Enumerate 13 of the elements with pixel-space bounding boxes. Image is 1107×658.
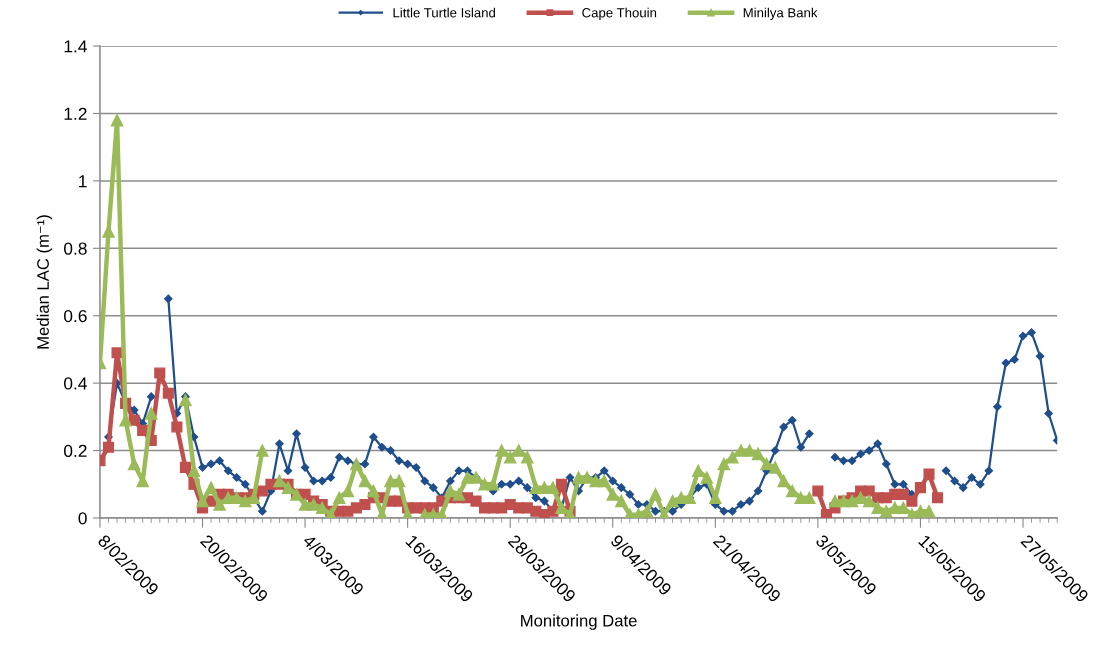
y-tick-label: 0.6 [64,309,87,323]
y-tick-label: 0.8 [64,242,87,255]
y-tick-label: 0 [78,512,87,525]
y-tick-label: 1.4 [64,40,87,53]
y-tick-label: 0.4 [64,377,87,390]
legend-label: Cape Thouin [582,7,657,21]
legend-label: Little Turtle Island [393,7,495,18]
y-tick-label: 0.2 [64,444,87,458]
x-axis-title: Monitoring Date [521,614,637,630]
y-tick-label: 1.2 [64,107,87,120]
y-tick-label: 1 [79,175,87,188]
y-axis-title: Median LAC (m⁻¹) [36,215,53,349]
legend-label: Minilya Bank [743,7,818,21]
